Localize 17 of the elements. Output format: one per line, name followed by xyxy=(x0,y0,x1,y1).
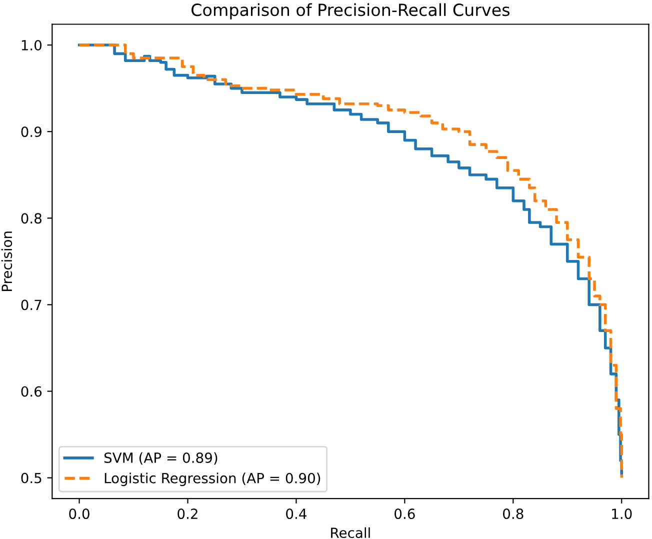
x-tick-label: 0.4 xyxy=(286,508,306,520)
y-tick-label: 0.5 xyxy=(21,472,42,484)
y-tick-label: 0.6 xyxy=(21,386,42,397)
legend-label: SVM (AP = 0.89) xyxy=(104,452,218,465)
x-tick-label: 0.0 xyxy=(69,508,90,520)
legend-label: Logistic Regression (AP = 0.90) xyxy=(104,472,320,486)
y-axis-title: Precision xyxy=(1,232,12,292)
y-tick-label: 0.8 xyxy=(21,213,42,224)
x-tick-label: 1.0 xyxy=(612,508,632,520)
chart-title: Comparison of Precision-Recall Curves xyxy=(192,3,510,20)
y-tick-label: 0.9 xyxy=(21,126,42,138)
x-tick-label: 0.8 xyxy=(503,508,524,520)
x-axis-title: Recall xyxy=(331,527,370,538)
y-tick-label: 1.0 xyxy=(22,40,42,50)
x-tick-label: 0.6 xyxy=(394,508,415,520)
y-tick-label: 0.7 xyxy=(21,300,42,310)
x-tick-label: 0.2 xyxy=(178,508,198,520)
